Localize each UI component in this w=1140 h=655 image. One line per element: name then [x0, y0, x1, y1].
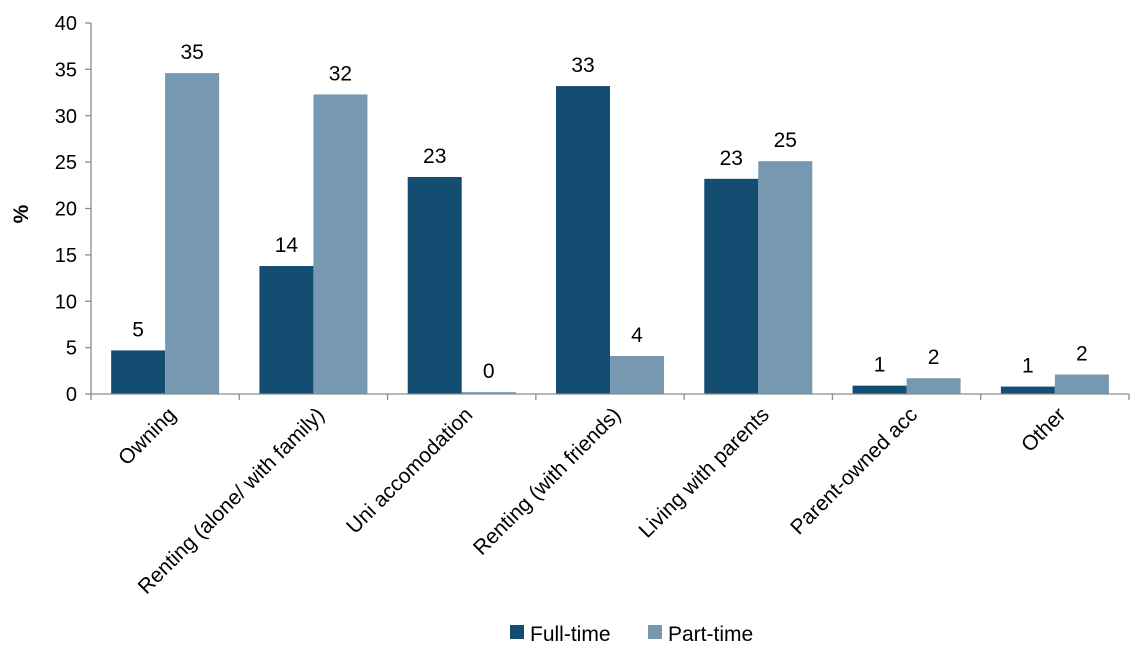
bar-full-time: [111, 350, 166, 394]
data-label: 4: [631, 324, 643, 347]
data-label: 25: [774, 129, 797, 152]
data-label: 2: [928, 346, 940, 369]
y-tick-label: 40: [55, 13, 77, 35]
bar-full-time: [852, 385, 907, 394]
y-tick-label: 20: [55, 199, 77, 221]
x-category-label: Owning: [114, 403, 181, 470]
bar-part-time: [313, 94, 368, 394]
bar-part-time: [758, 161, 813, 394]
y-tick-label: 35: [55, 59, 77, 81]
bar-part-time: [461, 392, 516, 394]
data-label: 32: [329, 62, 352, 85]
x-category-label: Uni accomodation: [342, 403, 477, 538]
data-label: 5: [132, 318, 144, 341]
legend-swatch-full-time: [510, 625, 524, 639]
legend-label-part-time: Part-time: [668, 623, 753, 646]
data-label: 33: [571, 54, 594, 77]
data-label: 14: [275, 234, 299, 257]
x-category-label: Other: [1017, 403, 1070, 456]
bar-part-time: [1054, 374, 1109, 394]
legend-label-full-time: Full-time: [530, 623, 611, 646]
y-tick-label: 5: [66, 338, 77, 360]
legend: Full-time Part-time: [510, 623, 753, 646]
bar-full-time: [704, 178, 759, 394]
y-tick-label: 30: [55, 106, 77, 128]
y-tick-label: 0: [66, 384, 77, 406]
y-axis-title: %: [10, 204, 33, 223]
y-tick-label: 25: [55, 152, 77, 174]
data-labels: 5 14 23 33 23 1 1 35 32 0 4 25 2 2: [132, 41, 1087, 383]
data-label: 0: [483, 360, 495, 383]
data-label: 1: [874, 354, 886, 377]
x-category-label: Living with parents: [635, 403, 774, 542]
data-label: 1: [1022, 355, 1034, 378]
x-category-label: Parent-owned acc: [786, 403, 922, 539]
bars: [111, 73, 1109, 395]
data-label: 35: [180, 41, 203, 64]
legend-swatch-part-time: [648, 625, 662, 639]
bar-part-time: [610, 355, 664, 394]
bar-part-time: [906, 378, 961, 394]
y-tick-label: 10: [55, 291, 77, 313]
data-label: 23: [720, 147, 743, 170]
data-label: 2: [1076, 343, 1088, 366]
data-label: 23: [423, 145, 446, 168]
y-axis: 0 5 10 15 20 25 30 35 40: [55, 13, 92, 406]
x-category-label: Renting (with friends): [469, 403, 626, 560]
bar-part-time: [165, 73, 220, 395]
y-tick-label: 15: [55, 245, 77, 267]
bar-full-time: [1000, 386, 1055, 394]
bar-full-time: [407, 176, 462, 394]
bar-full-time: [556, 86, 610, 394]
bar-full-time: [259, 266, 314, 394]
